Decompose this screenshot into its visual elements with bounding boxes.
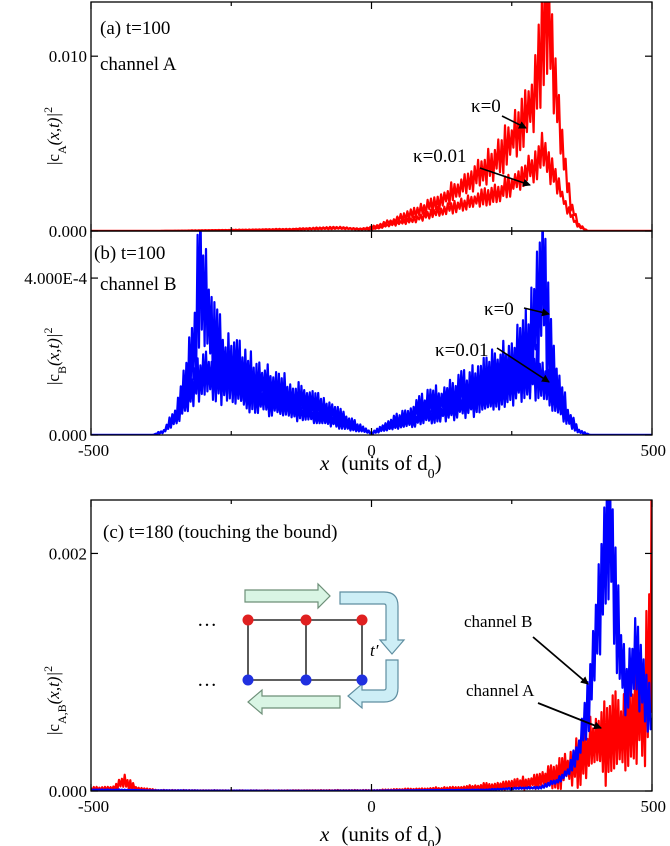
panel-b-arrow-kappa001 xyxy=(496,347,550,383)
panel-b-xtick-label: -500 xyxy=(78,441,109,460)
inset-site-b-1 xyxy=(242,674,254,686)
panel-b-annotation-kappa001: κ=0.01 xyxy=(435,340,489,361)
panel-a-title: (a) t=100 xyxy=(100,18,170,39)
panel-a-ytick-label: 0.000 xyxy=(49,222,87,241)
panel-c-series-channel-b xyxy=(91,500,652,791)
panel-c-plot-area xyxy=(91,500,652,791)
inset-arrow-bottom-left xyxy=(247,688,341,716)
inset-site-b-3 xyxy=(356,674,368,686)
inset-site-a-1 xyxy=(242,614,254,626)
panel-b-ylabel: |cB(x,t)|2 xyxy=(41,328,69,385)
panel-c: 0.000 0.002 (c) t=180 (touching the bound… xyxy=(41,499,653,801)
inset-site-a-3 xyxy=(356,614,368,626)
inset-arrow-top-right xyxy=(244,582,331,610)
panel-b-ytick-label: 0.000 xyxy=(49,426,87,445)
panel-c-x-tick-labels: -500 0 500 xyxy=(78,797,666,816)
panel-a: 0.000 0.010 (a) t=100 channel A |cA(x,t)|… xyxy=(41,1,653,241)
panel-b-xtick-label: 0 xyxy=(367,441,376,460)
panel-b-frame xyxy=(90,230,653,436)
panel-c-ytick-label: 0.000 xyxy=(49,782,87,801)
xaxis-label-top: x (units of d0) xyxy=(319,451,442,482)
panel-a-annotation-kappa0: κ=0 xyxy=(471,96,501,117)
panel-b-subtitle: channel B xyxy=(100,274,177,295)
inset-dots-top: … xyxy=(197,609,217,631)
inset-hopping-label: t′ xyxy=(370,641,379,660)
panel-c-xtick-label: -500 xyxy=(78,797,109,816)
panel-b-arrow-kappa0 xyxy=(523,307,550,317)
panel-b-annotation-kappa0: κ=0 xyxy=(484,299,514,320)
panel-a-annotation-kappa001: κ=0.01 xyxy=(413,146,467,167)
panel-c-x-ticks xyxy=(90,500,653,791)
panel-c-title: (c) t=180 (touching the bound) xyxy=(103,522,337,543)
panel-b-y-ticks: 0.000 4.000E-4 xyxy=(24,269,652,445)
panel-a-ytick-label: 0.010 xyxy=(49,47,87,66)
xaxis-label-bottom: x (units of d0) xyxy=(319,822,442,846)
inset-site-b-2 xyxy=(300,674,312,686)
panel-a-frame xyxy=(90,1,653,232)
panel-a-arrow-kappa0 xyxy=(501,115,527,129)
panel-c-arrow-channel-b xyxy=(532,636,589,685)
panel-b: 0.000 4.000E-4 (b) t=100 channel B |cB(x,… xyxy=(24,230,653,445)
panel-b-x-ticks xyxy=(90,231,653,435)
panel-a-arrow-kappa001 xyxy=(479,167,531,187)
panel-c-ylabel: |cA,B(x,t)|2 xyxy=(41,666,69,735)
inset-site-a-2 xyxy=(300,614,312,626)
panel-a-y-ticks: 0.000 0.010 xyxy=(49,47,652,241)
panel-b-title: (b) t=100 xyxy=(94,243,165,264)
panel-b-xtick-label: 500 xyxy=(641,441,667,460)
inset-dots-bottom: … xyxy=(197,669,217,691)
panel-c-annotation-channel-b: channel B xyxy=(464,612,532,631)
panel-c-series-channel-a xyxy=(91,500,652,791)
ladder-inset: … … t′ xyxy=(197,582,406,716)
inset-arrow-turn-down xyxy=(339,591,406,655)
panel-c-ytick-label: 0.002 xyxy=(49,544,87,563)
panel-c-arrow-channel-a xyxy=(537,702,602,730)
panel-c-y-ticks: 0.000 0.002 xyxy=(49,544,652,801)
panel-b-x-tick-labels: -500 0 500 xyxy=(78,441,666,460)
panel-a-ylabel: |cA(x,t)|2 xyxy=(41,107,69,165)
panel-c-annotation-channel-a: channel A xyxy=(466,681,535,700)
panel-b-ytick-label: 4.000E-4 xyxy=(24,269,87,288)
panel-a-series-kappa-0 xyxy=(91,2,652,231)
panel-a-plot-area xyxy=(91,2,652,231)
panel-c-xtick-label: 0 xyxy=(367,797,376,816)
inset-arrow-turn-left xyxy=(347,659,399,710)
panel-c-xtick-label: 500 xyxy=(641,797,667,816)
panel-a-subtitle: channel A xyxy=(100,54,177,75)
panel-a-x-ticks xyxy=(90,2,653,231)
panel-b-series-kappa-001 xyxy=(91,343,652,435)
